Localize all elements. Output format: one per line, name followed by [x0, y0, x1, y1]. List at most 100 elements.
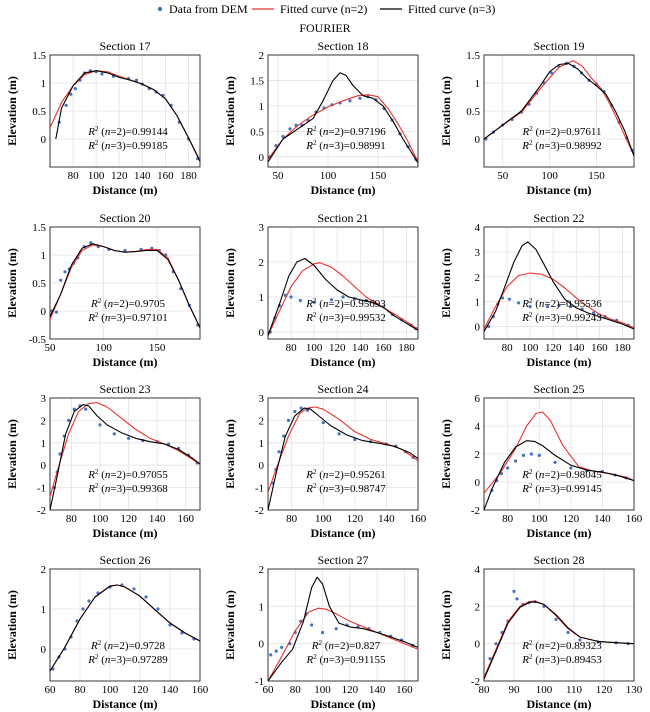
dem-point: [578, 638, 582, 642]
dem-point: [310, 623, 314, 627]
chart-panel: 80 100 120 140 160 -2 0 2 4 6 Section 25 Distance (…: [439, 382, 643, 540]
r2-label: R2 (n=2)=0.95536: [521, 297, 602, 310]
y-tick-label: -2: [471, 505, 480, 517]
x-tick-label: 100: [320, 170, 337, 182]
r2-label: R2 (n=3)=0.99532: [305, 311, 385, 324]
x-tick-label: 120: [329, 342, 346, 354]
x-tick-label: 80: [286, 342, 298, 354]
dem-point: [144, 595, 148, 599]
dem-point: [87, 599, 91, 603]
x-tick-label: 160: [177, 513, 194, 525]
dem-point: [69, 92, 73, 96]
r2-label: R2 (n=2)=0.9705: [90, 297, 165, 310]
r2-label: R2 (n=3)=0.99185: [87, 139, 168, 152]
x-tick-label: 160: [626, 513, 643, 525]
fitted-curve-n3: [268, 576, 418, 681]
y-tick-label: 4: [475, 421, 481, 433]
plot-area: [484, 241, 634, 332]
x-tick-label: 100: [102, 684, 119, 696]
x-axis-label: Distance (m): [311, 183, 376, 197]
y-tick-label: 0: [475, 477, 481, 489]
y-axis-label: Elevation (m): [223, 76, 237, 146]
y-tick-label: 2: [475, 449, 481, 461]
dem-point: [282, 434, 286, 438]
x-axis-label: Distance (m): [311, 697, 376, 711]
dem-point: [72, 407, 76, 411]
dem-point: [59, 278, 63, 282]
dem-point: [277, 450, 281, 454]
y-tick-label: 0: [475, 134, 481, 146]
dem-point: [288, 127, 292, 131]
y-tick-label: 2: [475, 601, 481, 613]
y-tick-label: 1: [259, 438, 265, 450]
dem-point: [337, 432, 341, 436]
dem-point: [329, 298, 334, 302]
plot-frame: [49, 568, 201, 682]
y-tick-label: 6: [475, 393, 481, 405]
x-axis-label: Distance (m): [527, 526, 592, 540]
x-axis-label: Distance (m): [93, 355, 158, 369]
r2-label: R2 (n=3)=0.89453: [521, 653, 602, 666]
plot-area: [268, 72, 418, 164]
y-axis-label: Elevation (m): [5, 419, 19, 489]
plot-area: [484, 60, 634, 157]
y-tick-label: 0.5: [32, 278, 46, 290]
x-tick-label: 160: [396, 684, 413, 696]
x-tick-label: 120: [120, 513, 137, 525]
fitted-curve-n2: [484, 60, 634, 157]
plot-frame: [267, 397, 419, 511]
r2-label: R2 (n=3)=0.99368: [87, 482, 168, 495]
x-tick-label: 50: [497, 170, 509, 182]
x-tick-label: 140: [162, 684, 179, 696]
x-tick-label: 160: [157, 170, 174, 182]
dem-point: [89, 241, 93, 245]
dem-point: [286, 418, 291, 422]
dem-point: [553, 460, 557, 464]
y-tick-label: 0: [41, 306, 47, 318]
x-tick-label: 120: [563, 513, 580, 525]
y-tick-label: 0: [259, 460, 265, 472]
x-tick-label: 80: [479, 684, 491, 696]
plot-area: [484, 411, 634, 510]
x-tick-label: 140: [378, 513, 395, 525]
dem-point: [180, 631, 184, 635]
dem-point: [517, 301, 521, 305]
dem-point: [299, 406, 303, 410]
chart-panel: 50 100 150 0 0.5 1 1.5 Section 19 Distance (m) El…: [439, 39, 635, 197]
y-tick-label: 0.5: [466, 106, 480, 118]
x-tick-label: 120: [111, 170, 128, 182]
chart-panel: 60 80 100 120 140 160 -1 0 1 2 Section 27 Distance …: [223, 553, 419, 711]
fitted-curve-n3: [50, 404, 200, 510]
plot-frame: [483, 397, 635, 511]
dem-point: [134, 78, 139, 82]
panel-title: Section 18: [318, 39, 369, 53]
dem-point: [569, 466, 573, 470]
x-tick-label: 140: [568, 342, 585, 354]
panel-title: Section 28: [534, 553, 585, 567]
dem-point: [132, 587, 136, 591]
x-tick-label: 100: [536, 684, 553, 696]
chart-panel: 80 100 120 140 160 -2 -1 0 1 2 3 Section 23 Distance…: [5, 382, 201, 540]
dem-point: [529, 452, 533, 456]
dem-point: [592, 311, 596, 315]
dem-point: [73, 87, 77, 91]
x-tick-label: 80: [290, 684, 302, 696]
x-tick-label: 120: [132, 684, 149, 696]
x-tick-label: 80: [502, 342, 514, 354]
panel-title: Section 20: [100, 211, 151, 225]
dem-point: [58, 452, 62, 456]
chart-panel: 80 100 120 140 160 -2 -1 0 1 2 3 Section 24 Distance…: [223, 382, 427, 540]
panel-title: Section 17: [100, 39, 151, 53]
y-tick-label: -2: [471, 676, 480, 688]
r2-label: R2 (n=2)=0.9728: [90, 639, 165, 652]
y-axis-label: Elevation (m): [5, 76, 19, 146]
r2-label: R2 (n=3)=0.99243: [521, 311, 602, 324]
r2-label: R2 (n=2)=0.97055: [87, 468, 168, 481]
dem-point: [545, 305, 550, 309]
r2-label: R2 (n=2)=0.827: [311, 639, 381, 652]
y-tick-label: 4: [475, 564, 481, 576]
y-tick-label: 1.5: [466, 50, 480, 62]
r2-label: R2 (n=2)=0.89323: [521, 639, 602, 652]
plot-frame: [267, 568, 419, 682]
x-tick-label: 140: [594, 513, 611, 525]
